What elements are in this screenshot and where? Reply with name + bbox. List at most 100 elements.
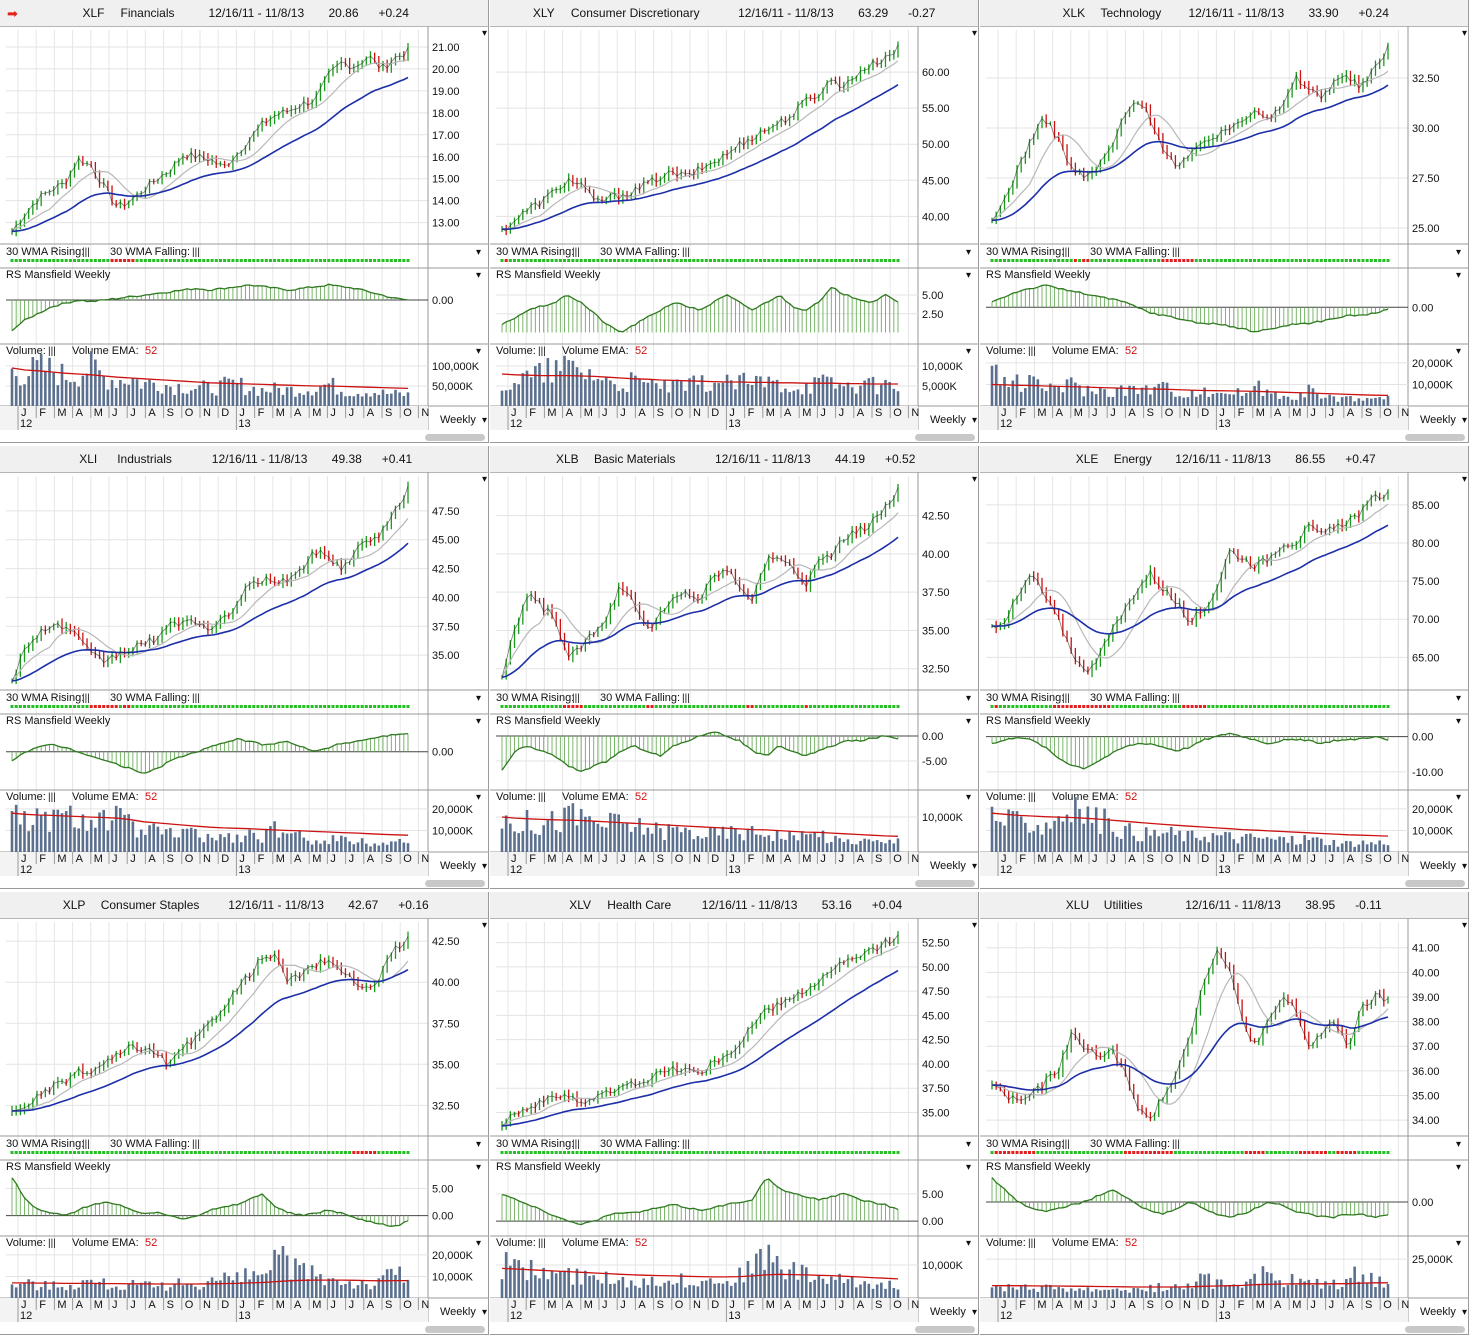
pane-menu-icon[interactable]: ▾	[1462, 920, 1467, 931]
horizontal-scrollbar[interactable]	[1405, 434, 1465, 441]
pane-menu-icon[interactable]: ▾	[966, 1162, 971, 1173]
pane-menu-icon[interactable]: ▾	[476, 716, 481, 727]
pane-menu-icon[interactable]: ▾	[482, 474, 487, 485]
wma-dot	[318, 705, 322, 708]
pane-menu-icon[interactable]: ▾	[476, 792, 481, 803]
period-selector[interactable]: Weekly	[1420, 1306, 1456, 1318]
arrow-right-icon[interactable]: ➡	[7, 6, 18, 21]
period-selector[interactable]: Weekly	[930, 860, 966, 872]
pane-menu-icon[interactable]: ▾	[476, 247, 481, 258]
horizontal-scrollbar[interactable]	[1405, 1326, 1465, 1333]
wma-dot	[218, 259, 222, 262]
month-label: A	[1128, 853, 1136, 865]
period-selector[interactable]: Weekly	[930, 414, 966, 426]
volume-bar	[846, 1279, 850, 1298]
pane-menu-icon[interactable]: ▾	[966, 247, 971, 258]
month-label: M	[766, 853, 775, 865]
period-selector[interactable]: Weekly	[440, 860, 476, 872]
horizontal-scrollbar[interactable]	[425, 1326, 485, 1333]
wma-dot	[1078, 259, 1082, 262]
pane-menu-icon[interactable]: ▾	[966, 716, 971, 727]
month-label: D	[1201, 407, 1209, 419]
pane-menu-icon[interactable]: ▾	[1456, 346, 1461, 357]
wma-dot	[1069, 705, 1073, 708]
pane-menu-icon[interactable]: ▾	[476, 346, 481, 357]
wma-dot	[1086, 705, 1090, 708]
wma-dot	[825, 1151, 829, 1154]
period-dropdown-icon[interactable]: ▾	[972, 1307, 977, 1318]
pane-menu-icon[interactable]: ▾	[1456, 693, 1461, 704]
pane-menu-icon[interactable]: ▾	[972, 920, 977, 931]
pane-menu-icon[interactable]: ▾	[482, 920, 487, 931]
wma-dot	[683, 259, 687, 262]
period-selector[interactable]: Weekly	[1420, 414, 1456, 426]
wma-dot	[23, 705, 27, 708]
pane-menu-icon[interactable]: ▾	[1456, 1139, 1461, 1150]
wma-dot	[1186, 705, 1190, 708]
pane-menu-icon[interactable]: ▾	[966, 792, 971, 803]
volume-bar	[377, 394, 381, 406]
pane-menu-icon[interactable]: ▾	[1462, 28, 1467, 39]
pane-menu-icon[interactable]: ▾	[966, 1139, 971, 1150]
wma-dot	[189, 259, 193, 262]
period-selector[interactable]: Weekly	[440, 414, 476, 426]
period-dropdown-icon[interactable]: ▾	[482, 1307, 487, 1318]
pane-menu-icon[interactable]: ▾	[1456, 1238, 1461, 1249]
pane-menu-icon[interactable]: ▾	[476, 270, 481, 281]
wma-dot	[89, 1151, 93, 1154]
period-dropdown-icon[interactable]: ▾	[1462, 415, 1467, 426]
horizontal-scrollbar[interactable]	[915, 434, 975, 441]
pane-menu-icon[interactable]: ▾	[1456, 716, 1461, 727]
pane-menu-icon[interactable]: ▾	[476, 1139, 481, 1150]
volume-bar	[1311, 388, 1315, 406]
pane-menu-icon[interactable]: ▾	[1462, 474, 1467, 485]
volume-bar	[302, 394, 306, 406]
pane-menu-icon[interactable]: ▾	[1456, 270, 1461, 281]
horizontal-scrollbar[interactable]	[915, 880, 975, 887]
volume-bar	[1278, 1280, 1281, 1298]
volume-bar	[838, 1273, 841, 1298]
pane-menu-icon[interactable]: ▾	[476, 693, 481, 704]
wma-dot	[1119, 259, 1123, 262]
wma-dot	[1315, 1151, 1319, 1154]
pane-menu-icon[interactable]: ▾	[972, 28, 977, 39]
pane-menu-icon[interactable]: ▾	[966, 270, 971, 281]
horizontal-scrollbar[interactable]	[915, 1326, 975, 1333]
volume-bar	[114, 387, 118, 406]
pane-menu-icon[interactable]: ▾	[1456, 247, 1461, 258]
period-dropdown-icon[interactable]: ▾	[1462, 1307, 1467, 1318]
period-dropdown-icon[interactable]: ▾	[972, 861, 977, 872]
volume-bar	[500, 1279, 504, 1298]
period-selector[interactable]: Weekly	[1420, 860, 1456, 872]
period-dropdown-icon[interactable]: ▾	[482, 415, 487, 426]
period-selector[interactable]: Weekly	[930, 1306, 966, 1318]
pane-menu-icon[interactable]: ▾	[1456, 792, 1461, 803]
wma-dot	[1361, 1151, 1365, 1154]
pane-menu-icon[interactable]: ▾	[966, 1238, 971, 1249]
volume-bar	[331, 835, 335, 852]
month-label: N	[203, 853, 211, 865]
price-tick-label: 34.00	[1412, 1115, 1440, 1127]
pane-menu-icon[interactable]: ▾	[966, 693, 971, 704]
volume-bar	[398, 1266, 401, 1298]
volume-bar	[990, 806, 994, 852]
pane-menu-icon[interactable]: ▾	[476, 1162, 481, 1173]
horizontal-scrollbar[interactable]	[425, 880, 485, 887]
pane-menu-icon[interactable]: ▾	[966, 346, 971, 357]
pane-menu-icon[interactable]: ▾	[476, 1238, 481, 1249]
period-dropdown-icon[interactable]: ▾	[482, 861, 487, 872]
horizontal-scrollbar[interactable]	[425, 434, 485, 441]
period-selector[interactable]: Weekly	[440, 1306, 476, 1318]
pane-menu-icon[interactable]: ▾	[482, 28, 487, 39]
period-dropdown-icon[interactable]: ▾	[972, 415, 977, 426]
wma-dot	[513, 1151, 517, 1154]
volume-bar	[1253, 386, 1256, 406]
pane-menu-icon[interactable]: ▾	[972, 474, 977, 485]
horizontal-scrollbar[interactable]	[1405, 880, 1465, 887]
pane-menu-icon[interactable]: ▾	[1456, 1162, 1461, 1173]
year-label: 13	[1218, 418, 1230, 430]
period-dropdown-icon[interactable]: ▾	[1462, 861, 1467, 872]
wma-dot	[1007, 259, 1011, 262]
wma-dot	[658, 705, 662, 708]
